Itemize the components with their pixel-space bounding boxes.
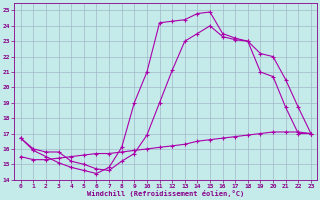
X-axis label: Windchill (Refroidissement éolien,°C): Windchill (Refroidissement éolien,°C) — [87, 190, 244, 197]
